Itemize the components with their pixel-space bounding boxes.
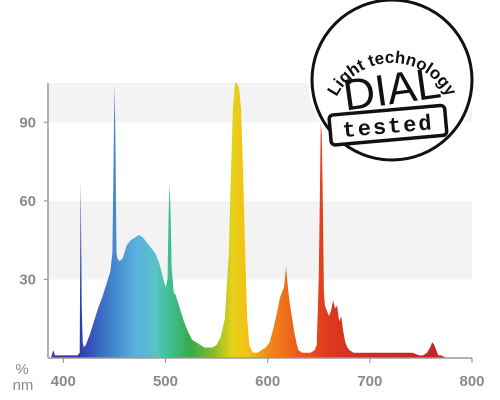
dial-tested-stamp: Light technology DIAL tested: [308, 0, 476, 164]
x-tick-label: 800: [459, 373, 484, 390]
x-tick-label: 500: [153, 373, 178, 390]
y-tick-label: 30: [19, 271, 36, 288]
x-tick-label: 600: [255, 373, 280, 390]
y-tick-label: 60: [19, 193, 36, 210]
y-axis-label: %: [15, 361, 28, 378]
y-tick-label: 90: [19, 114, 36, 131]
x-tick-label: 400: [51, 373, 76, 390]
stamp-badge-box: [327, 103, 449, 147]
x-axis-ticks: 400 500 600 700 800: [51, 358, 485, 390]
spectrum-area: [51, 83, 447, 358]
x-tick-label: 700: [357, 373, 382, 390]
y-axis-ticks: 30 60 90: [19, 114, 48, 288]
x-axis-label: nm: [13, 377, 34, 394]
